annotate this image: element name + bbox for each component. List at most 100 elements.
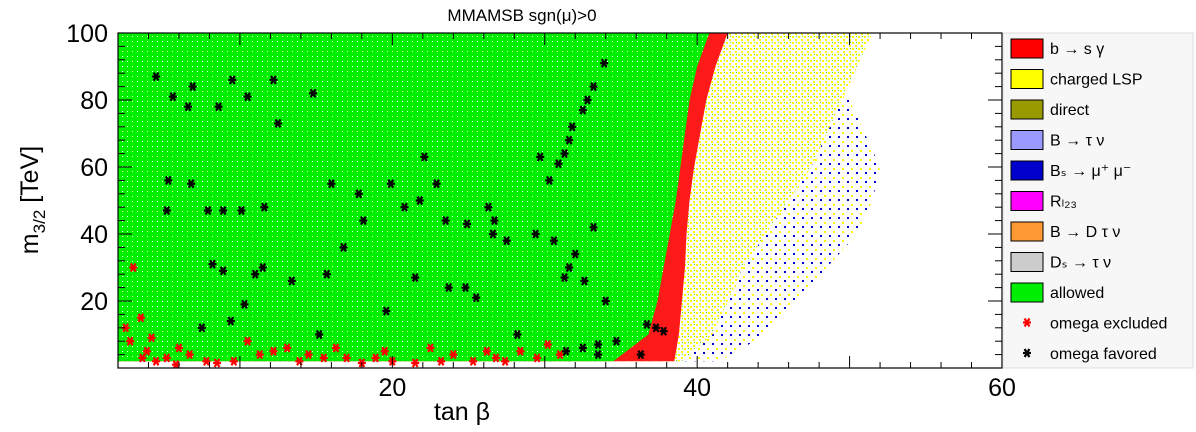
omega-favored-point [578, 105, 587, 115]
omega-favored-point [484, 202, 493, 212]
legend-item-direct: direct [1010, 99, 1090, 120]
x-tick-label: 60 [988, 374, 1016, 402]
omega-excluded-point [136, 313, 145, 323]
omega-excluded-point [319, 353, 328, 363]
omega-favored-point [228, 75, 237, 85]
omega-favored-point [578, 343, 587, 353]
omega-favored-point [461, 283, 470, 293]
omega-favored-point [184, 102, 193, 112]
omega-favored-point [600, 58, 609, 68]
legend-label: B → τ ν [1050, 133, 1104, 150]
omega-favored-point [420, 152, 429, 162]
omega-favored-point [243, 92, 252, 102]
omega-excluded-point [469, 356, 478, 366]
omega-excluded-point [533, 353, 542, 363]
omega-favored-point [642, 319, 651, 330]
omega-excluded-point [304, 350, 313, 360]
omega-favored-point [568, 122, 577, 132]
legend-label: Dₛ → τ ν [1050, 255, 1111, 272]
legend-marker [1023, 348, 1031, 358]
plot-frame [117, 32, 1003, 369]
legend-label: Bₛ → μ⁺ μ⁻ [1050, 163, 1131, 180]
omega-favored-point [219, 266, 228, 276]
legend-item-charged: charged LSP [1010, 69, 1143, 89]
omega-excluded-point [437, 356, 446, 366]
omega-excluded-point [138, 353, 147, 363]
omega-excluded-point [229, 356, 238, 366]
omega-favored-points [152, 58, 668, 360]
y-tick-label: 40 [80, 221, 108, 249]
legend-item-bsmm: Bₛ → μ⁺ μ⁻ [1010, 160, 1131, 181]
omega-excluded-point [411, 358, 420, 368]
omega-favored-point [251, 269, 260, 279]
regions [118, 33, 881, 368]
omega-favored-point [386, 179, 395, 189]
omega-favored-point [187, 179, 196, 189]
omega-favored-point [545, 175, 554, 185]
omega-favored-point [287, 276, 296, 286]
legend-swatch [1010, 282, 1044, 303]
omega-excluded-point [482, 346, 491, 356]
omega-favored-point [219, 205, 228, 216]
omega-favored-point [601, 296, 610, 306]
omega-excluded-point [449, 350, 458, 360]
omega-excluded-point [202, 356, 211, 366]
omega-favored-point [400, 202, 409, 212]
legend-label: omega favored [1050, 346, 1157, 363]
legend-swatch [1010, 130, 1044, 150]
legend: b → s γ charged LSP direct B → τ ν Bₛ → μ⁺ μ… [1002, 32, 1194, 369]
omega-favored-point [359, 216, 368, 226]
omega-excluded-point [543, 339, 552, 350]
omega-favored-point [197, 323, 206, 333]
omega-favored-point [258, 262, 267, 273]
legend-item-omega_ex: omega excluded [1023, 316, 1167, 333]
omega-excluded-point [162, 353, 171, 363]
omega-excluded-point [491, 353, 500, 363]
legend-label: b → s γ [1050, 41, 1104, 58]
omega-favored-point [441, 216, 450, 226]
omega-favored-point [226, 316, 235, 326]
legend-item-bsg: b → s γ [1010, 38, 1104, 59]
omega-favored-point [513, 329, 522, 340]
legend-swatch [1010, 99, 1044, 120]
omega-favored-point [589, 82, 598, 92]
omega-favored-point [659, 326, 668, 336]
legend-label: allowed [1050, 285, 1104, 302]
x-axis-title: tan β [434, 398, 490, 426]
omega-favored-point [162, 205, 171, 216]
legend-swatch [1010, 38, 1044, 59]
chart-title: MMAMSB sgn(μ)>0 [447, 6, 596, 25]
omega-favored-point [583, 95, 592, 105]
omega-favored-point [571, 249, 580, 259]
omega-excluded-point [501, 356, 510, 366]
omega-favored-point [152, 71, 161, 82]
omega-excluded-point [152, 356, 161, 366]
omega-favored-point [565, 262, 574, 273]
y-axis-title-unit: [TeV] [16, 146, 44, 210]
omega-excluded-point [342, 353, 351, 363]
legend-item-dstn: Dₛ → τ ν [1010, 252, 1111, 272]
omega-favored-point [415, 195, 424, 206]
legend-marker [1023, 317, 1031, 328]
omega-favored-point [612, 336, 621, 346]
region-allowed [118, 33, 710, 362]
omega-excluded-point [243, 336, 252, 346]
legend-swatch [1010, 191, 1044, 211]
legend-item-btn: B → τ ν [1010, 130, 1104, 150]
omega-excluded-point [380, 346, 389, 356]
omega-favored-point [411, 272, 420, 283]
omega-excluded-point [331, 343, 340, 353]
omega-favored-point [214, 102, 223, 112]
omega-excluded-point [142, 346, 151, 356]
omega-favored-point [203, 205, 212, 216]
legend-label: direct [1050, 102, 1090, 119]
omega-favored-point [562, 346, 571, 356]
omega-favored-point [652, 323, 661, 333]
omega-favored-point [536, 152, 545, 162]
omega-excluded-points [121, 262, 564, 368]
y-tick-label: 80 [80, 87, 108, 115]
y-tick-label: 100 [66, 20, 108, 48]
omega-favored-point [580, 276, 589, 286]
omega-favored-point [589, 222, 598, 232]
